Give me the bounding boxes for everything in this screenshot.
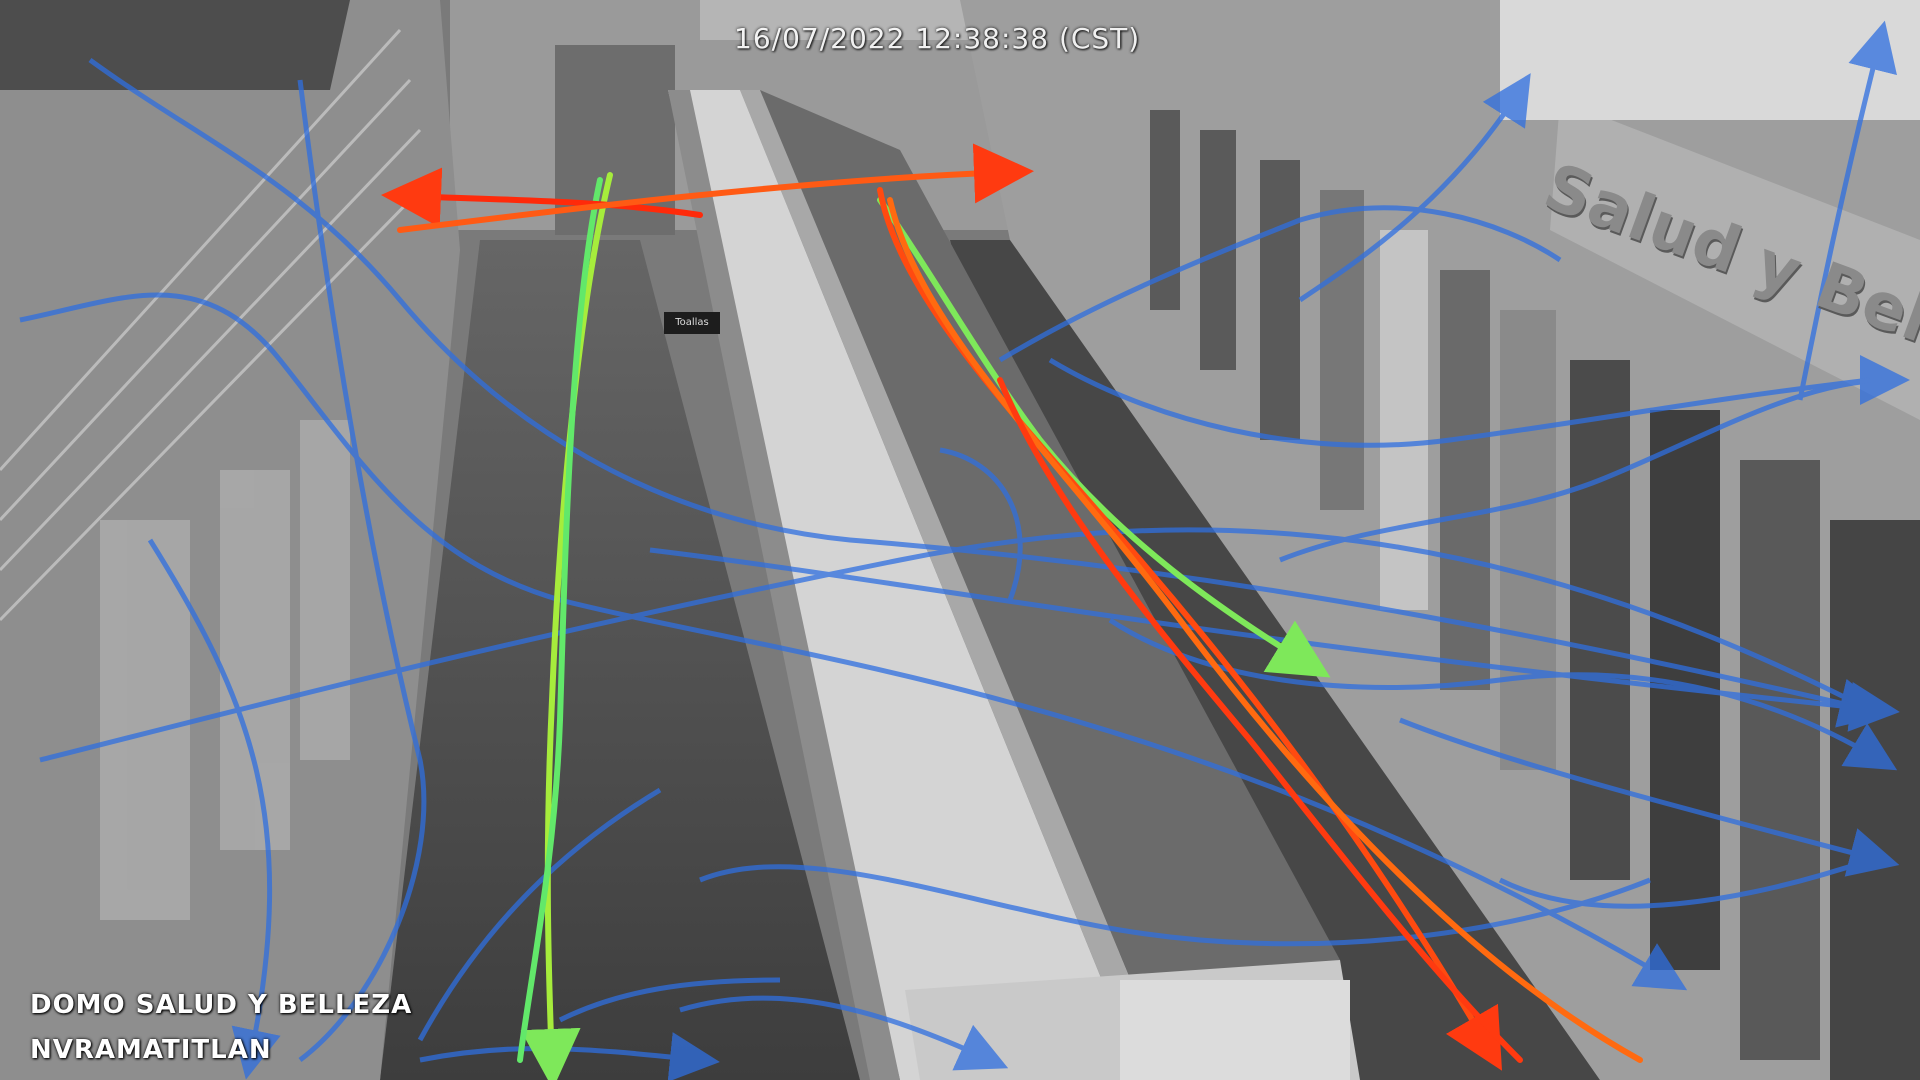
camera-label-line1: DOMO SALUD Y BELLEZA	[30, 990, 413, 1020]
green-trails	[517, 172, 1331, 1080]
timestamp: 16/07/2022 12:38:38 (CST)	[734, 22, 1141, 55]
salud-belleza-sign-board	[1550, 100, 1920, 420]
aisle-tag: Toallas	[664, 312, 720, 334]
red-trails	[381, 143, 1643, 1071]
center-shelf-products	[760, 90, 1340, 990]
blue-trails	[19, 20, 1910, 1080]
hanging-products	[1150, 110, 1920, 1080]
camera-label-line2: NVRAMATITLAN	[30, 1035, 272, 1065]
top-right-shelf	[1500, 0, 1920, 120]
